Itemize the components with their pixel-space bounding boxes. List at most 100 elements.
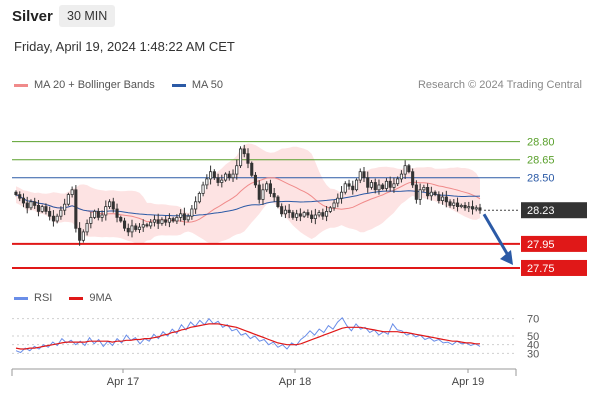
candle xyxy=(149,219,153,229)
candle xyxy=(89,212,93,229)
candle xyxy=(156,213,160,229)
candle-body xyxy=(246,153,250,164)
candle-body xyxy=(175,216,179,222)
candle xyxy=(283,205,287,219)
legend-label-ma50: MA 50 xyxy=(191,79,224,91)
candle xyxy=(253,172,258,188)
candle xyxy=(201,181,205,197)
candle xyxy=(317,210,321,218)
candle-body xyxy=(108,201,112,208)
candle xyxy=(295,209,299,222)
candle xyxy=(448,199,452,208)
candle-body xyxy=(362,171,366,179)
candle xyxy=(123,217,127,232)
candle-body xyxy=(81,231,85,241)
candle xyxy=(351,180,355,195)
candle-body xyxy=(313,214,317,219)
candle xyxy=(212,169,216,181)
chart-header: Silver 30 MIN xyxy=(0,0,590,34)
rsi-tick-label-30: 30 xyxy=(527,348,539,360)
ma9-swatch xyxy=(69,296,84,300)
candle xyxy=(336,193,340,208)
timeframe-badge[interactable]: 30 MIN xyxy=(59,5,116,27)
candle-body xyxy=(384,180,388,189)
candle xyxy=(268,179,272,197)
candle xyxy=(130,219,134,238)
candle xyxy=(474,205,478,212)
candle xyxy=(18,191,22,202)
candle xyxy=(246,148,250,169)
candle-body xyxy=(220,179,224,183)
candle-body xyxy=(321,212,325,217)
candle xyxy=(392,177,396,193)
candle xyxy=(55,213,59,224)
level-label-bg xyxy=(521,259,587,276)
candle xyxy=(74,185,78,233)
price-legend: MA 20 + Bollinger Bands MA 50 xyxy=(14,79,237,91)
candle-body xyxy=(302,212,306,217)
candle xyxy=(369,180,373,190)
candle-body xyxy=(470,206,475,210)
candle-body xyxy=(358,171,362,181)
candle xyxy=(343,181,347,195)
x-axis: Apr 17 Apr 18 Apr 19 xyxy=(11,368,517,388)
candle-body xyxy=(452,202,456,206)
candle-body xyxy=(463,204,467,209)
candle xyxy=(175,214,179,224)
legend-item-ma20: MA 20 + Bollinger Bands xyxy=(14,79,155,91)
candle xyxy=(167,213,172,228)
candle xyxy=(33,197,37,209)
candle-body xyxy=(212,171,216,179)
candle-body xyxy=(89,216,93,224)
candle-body xyxy=(18,194,22,199)
candle-body xyxy=(429,191,433,197)
candle-body xyxy=(336,197,340,204)
level-label-28-23: 28.23 xyxy=(527,205,555,217)
candle-body xyxy=(111,201,115,210)
candle-body xyxy=(351,185,355,191)
candle xyxy=(272,187,276,202)
candle xyxy=(310,210,314,223)
candle-body xyxy=(66,194,70,205)
candle xyxy=(182,207,186,226)
candle-body xyxy=(152,219,157,223)
candle xyxy=(373,178,377,194)
candle-body xyxy=(182,213,186,221)
candle xyxy=(328,206,332,214)
candle-body xyxy=(179,213,183,218)
candle xyxy=(287,204,291,219)
candle-body xyxy=(354,179,359,191)
price-levels xyxy=(12,141,520,269)
candle-body xyxy=(459,204,463,207)
candle-body xyxy=(250,162,254,176)
candle-body xyxy=(377,184,381,191)
candle xyxy=(347,179,351,190)
candle xyxy=(186,213,190,223)
level-label-bg xyxy=(521,202,587,219)
candle-body xyxy=(231,173,235,179)
candle xyxy=(134,223,138,232)
candle-body xyxy=(156,219,160,224)
candle xyxy=(426,183,430,200)
candle-body xyxy=(339,191,344,199)
legend-label-rsi: RSI xyxy=(34,292,53,304)
candle-body xyxy=(467,206,471,209)
candle xyxy=(358,168,362,184)
candle xyxy=(414,180,418,204)
forecast-arrow-shaft xyxy=(482,213,511,258)
rsi-tick-label-70: 70 xyxy=(527,314,539,326)
research-credit: Research © 2024 Trading Central xyxy=(417,79,582,91)
candle-body xyxy=(171,218,175,222)
rsi-9ma-line xyxy=(15,323,480,350)
candle xyxy=(164,215,168,226)
candle xyxy=(216,173,220,187)
rsi-swatch xyxy=(14,296,28,300)
candle-body xyxy=(96,210,100,218)
legend-item-9ma: 9MA xyxy=(69,292,112,304)
candle-body xyxy=(291,212,295,218)
candle-body xyxy=(29,201,33,209)
candle xyxy=(63,198,67,216)
candle xyxy=(223,172,228,182)
candle-body xyxy=(186,215,190,221)
